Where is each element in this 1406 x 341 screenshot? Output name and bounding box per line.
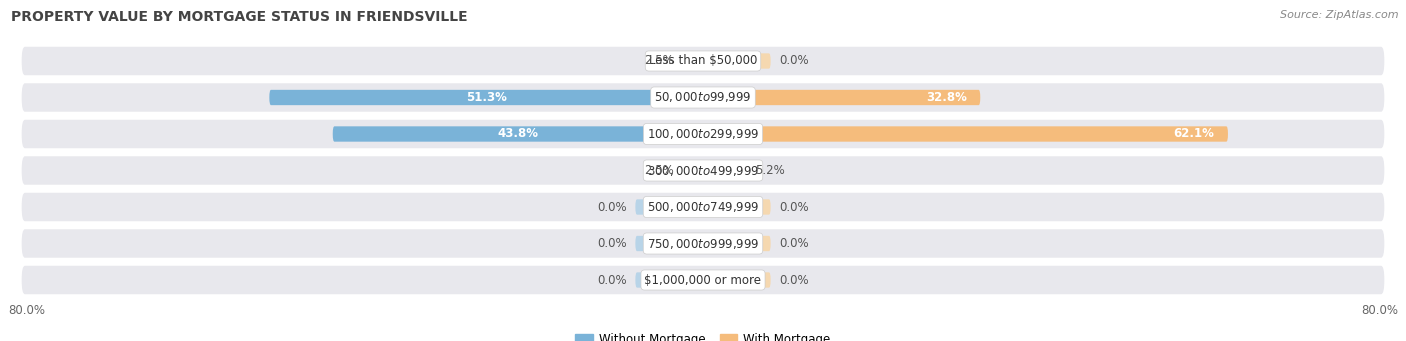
Text: 0.0%: 0.0% (779, 201, 808, 213)
FancyBboxPatch shape (703, 236, 770, 251)
Text: $500,000 to $749,999: $500,000 to $749,999 (647, 200, 759, 214)
Text: 62.1%: 62.1% (1174, 128, 1215, 140)
FancyBboxPatch shape (21, 120, 1385, 148)
FancyBboxPatch shape (636, 272, 703, 288)
FancyBboxPatch shape (636, 199, 703, 215)
FancyBboxPatch shape (270, 90, 703, 105)
Text: 0.0%: 0.0% (598, 237, 627, 250)
Text: 0.0%: 0.0% (779, 273, 808, 286)
FancyBboxPatch shape (21, 156, 1385, 185)
Text: 0.0%: 0.0% (779, 55, 808, 68)
Text: 0.0%: 0.0% (598, 273, 627, 286)
Text: 43.8%: 43.8% (498, 128, 538, 140)
Text: 2.5%: 2.5% (644, 164, 673, 177)
Text: $750,000 to $999,999: $750,000 to $999,999 (647, 237, 759, 251)
Text: 2.5%: 2.5% (644, 55, 673, 68)
Text: 0.0%: 0.0% (779, 237, 808, 250)
Text: PROPERTY VALUE BY MORTGAGE STATUS IN FRIENDSVILLE: PROPERTY VALUE BY MORTGAGE STATUS IN FRI… (11, 10, 468, 24)
FancyBboxPatch shape (703, 272, 770, 288)
Text: Source: ZipAtlas.com: Source: ZipAtlas.com (1281, 10, 1399, 20)
Text: Less than $50,000: Less than $50,000 (648, 55, 758, 68)
FancyBboxPatch shape (703, 163, 747, 178)
Text: $100,000 to $299,999: $100,000 to $299,999 (647, 127, 759, 141)
Text: $300,000 to $499,999: $300,000 to $499,999 (647, 163, 759, 178)
FancyBboxPatch shape (703, 126, 1227, 142)
Text: 32.8%: 32.8% (927, 91, 967, 104)
FancyBboxPatch shape (21, 193, 1385, 221)
FancyBboxPatch shape (333, 126, 703, 142)
Text: 5.2%: 5.2% (755, 164, 785, 177)
FancyBboxPatch shape (703, 199, 770, 215)
FancyBboxPatch shape (21, 229, 1385, 258)
Text: $50,000 to $99,999: $50,000 to $99,999 (654, 90, 752, 104)
FancyBboxPatch shape (636, 236, 703, 251)
FancyBboxPatch shape (703, 90, 980, 105)
FancyBboxPatch shape (703, 53, 770, 69)
Text: 0.0%: 0.0% (598, 201, 627, 213)
Legend: Without Mortgage, With Mortgage: Without Mortgage, With Mortgage (571, 329, 835, 341)
FancyBboxPatch shape (21, 83, 1385, 112)
FancyBboxPatch shape (21, 47, 1385, 75)
FancyBboxPatch shape (682, 163, 703, 178)
FancyBboxPatch shape (21, 266, 1385, 294)
Text: 51.3%: 51.3% (465, 91, 506, 104)
Text: $1,000,000 or more: $1,000,000 or more (644, 273, 762, 286)
FancyBboxPatch shape (682, 53, 703, 69)
